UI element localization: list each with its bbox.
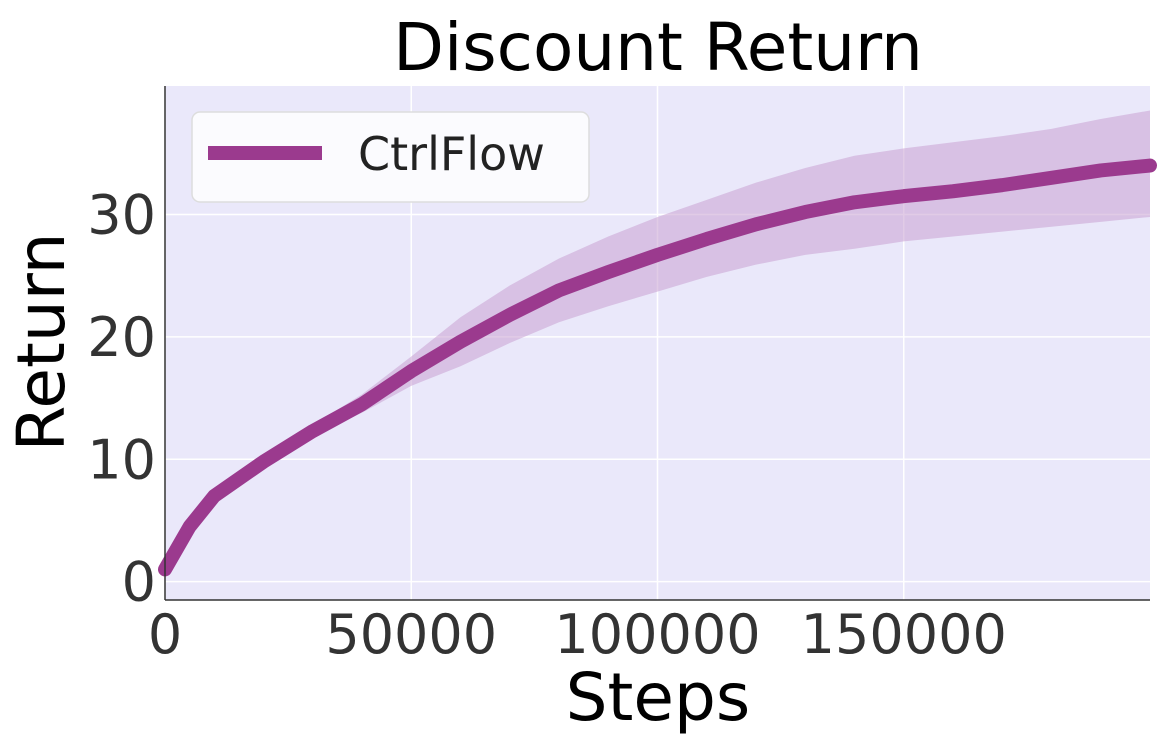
x-axis-label: Steps <box>566 659 751 736</box>
ctrlflow-series-line <box>158 158 1157 577</box>
x-tick-label-0: 0 <box>148 603 182 666</box>
tick-labels: 0 50000 100000 150000 0 10 20 30 <box>87 184 1007 667</box>
legend-box <box>191 111 590 203</box>
y-axis-label: Return <box>3 232 80 451</box>
ctrlflow-confidence-band <box>165 110 1150 570</box>
y-tick-label-3: 30 <box>87 184 156 247</box>
y-tick-label-2: 20 <box>87 306 156 369</box>
x-tick-label-2: 100000 <box>554 603 760 666</box>
y-tick-label-0: 0 <box>122 551 156 614</box>
x-tick-label-3: 150000 <box>801 603 1007 666</box>
x-tick-label-1: 50000 <box>325 603 497 666</box>
y-tick-label-1: 10 <box>87 428 156 491</box>
legend: CtrlFlow <box>191 111 590 203</box>
legend-label-ctrlflow: CtrlFlow <box>358 127 545 181</box>
axes <box>164 86 1150 601</box>
chart-title: Discount Return <box>393 9 923 86</box>
